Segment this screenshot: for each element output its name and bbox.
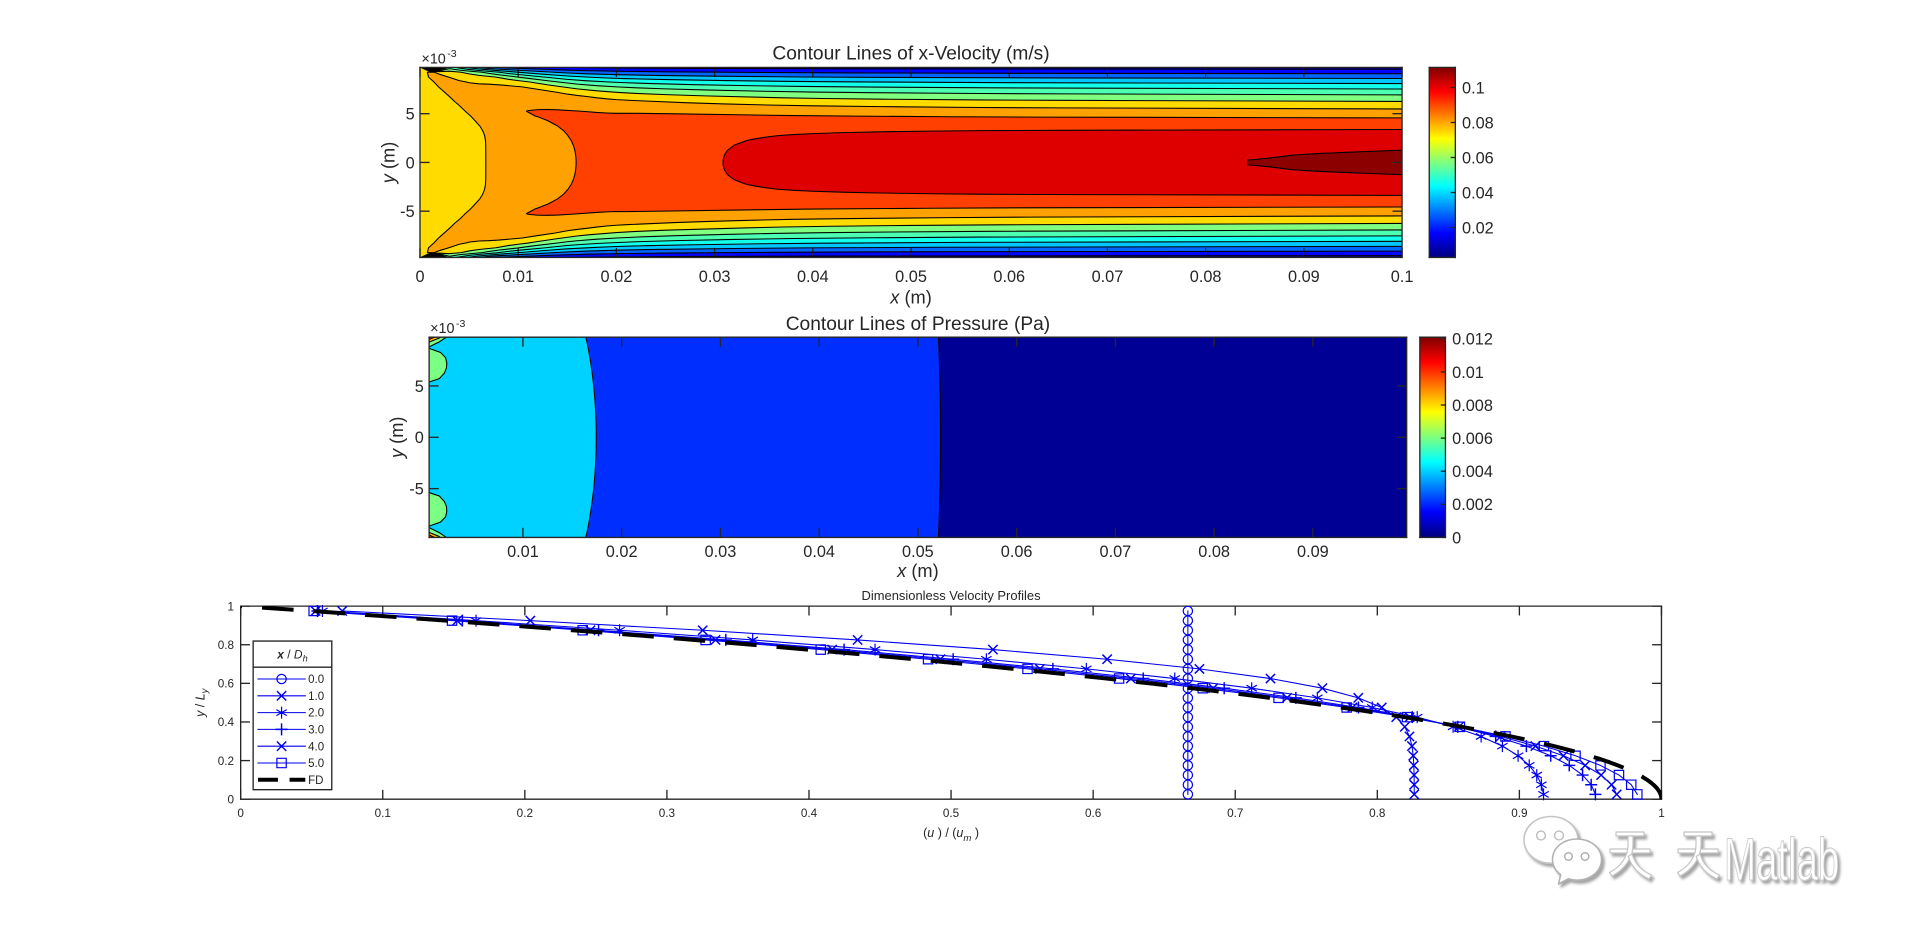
svg-text:(m): (m) bbox=[911, 560, 938, 581]
svg-text:0.06: 0.06 bbox=[1001, 543, 1033, 561]
svg-text:1.0: 1.0 bbox=[308, 691, 324, 703]
svg-text:x: x bbox=[276, 648, 285, 662]
svg-text:0.1: 0.1 bbox=[1391, 268, 1414, 286]
svg-text:0.01: 0.01 bbox=[502, 268, 534, 286]
svg-text:(m): (m) bbox=[904, 286, 931, 307]
svg-text:y: y bbox=[199, 687, 210, 694]
svg-text:h: h bbox=[303, 653, 308, 663]
svg-text:0: 0 bbox=[1452, 529, 1461, 547]
svg-text:2.0: 2.0 bbox=[308, 708, 324, 720]
svg-text:5: 5 bbox=[406, 106, 415, 124]
svg-text:-3: -3 bbox=[456, 318, 466, 330]
svg-text:) / (: ) / ( bbox=[938, 826, 958, 840]
svg-text:-5: -5 bbox=[400, 203, 415, 221]
svg-text:0: 0 bbox=[227, 793, 234, 806]
svg-text:3.0: 3.0 bbox=[308, 725, 324, 737]
svg-text:0.3: 0.3 bbox=[659, 807, 675, 820]
svg-text:5.0: 5.0 bbox=[308, 758, 324, 770]
svg-text:0.4: 0.4 bbox=[801, 807, 818, 820]
svg-text:0.004: 0.004 bbox=[1452, 463, 1493, 481]
svg-text:x: x bbox=[896, 560, 907, 581]
svg-text:0.01: 0.01 bbox=[1452, 364, 1484, 382]
svg-text:×10: ×10 bbox=[421, 51, 445, 67]
svg-text:(: ( bbox=[923, 826, 928, 840]
svg-text:0.01: 0.01 bbox=[507, 543, 539, 561]
svg-text:0.09: 0.09 bbox=[1297, 543, 1329, 561]
svg-text:-5: -5 bbox=[409, 481, 424, 499]
svg-text:Contour Lines of Pressure (Pa): Contour Lines of Pressure (Pa) bbox=[786, 314, 1050, 335]
svg-text:0.1: 0.1 bbox=[1462, 79, 1485, 97]
svg-text:0: 0 bbox=[237, 807, 244, 820]
svg-text:0.4: 0.4 bbox=[218, 716, 235, 729]
svg-text:0.0: 0.0 bbox=[308, 674, 324, 686]
svg-text:0.03: 0.03 bbox=[705, 543, 737, 561]
svg-text:1: 1 bbox=[227, 600, 234, 613]
svg-text:0.6: 0.6 bbox=[218, 678, 234, 691]
svg-text:0.006: 0.006 bbox=[1452, 430, 1493, 448]
svg-text:0.9: 0.9 bbox=[1511, 807, 1527, 820]
svg-text:x: x bbox=[889, 286, 900, 307]
svg-text:Matlab: Matlab bbox=[1724, 825, 1839, 893]
svg-text:Contour Lines of x-Velocity (m: Contour Lines of x-Velocity (m/s) bbox=[772, 44, 1049, 65]
svg-text:0.06: 0.06 bbox=[993, 268, 1025, 286]
svg-text:FD: FD bbox=[308, 775, 323, 787]
svg-text:5: 5 bbox=[415, 378, 424, 396]
svg-text:u: u bbox=[927, 826, 934, 840]
svg-text:-3: -3 bbox=[447, 48, 457, 60]
svg-text:0.5: 0.5 bbox=[943, 807, 960, 820]
svg-text:0.08: 0.08 bbox=[1198, 543, 1230, 561]
svg-text:(m): (m) bbox=[386, 417, 407, 444]
svg-text:y: y bbox=[386, 447, 407, 460]
svg-text:/: / bbox=[193, 703, 207, 707]
svg-text:D: D bbox=[294, 648, 303, 662]
svg-text:0.02: 0.02 bbox=[606, 543, 638, 561]
svg-text:0.2: 0.2 bbox=[517, 807, 533, 820]
svg-text:y: y bbox=[378, 172, 399, 185]
svg-text:0.08: 0.08 bbox=[1462, 114, 1494, 132]
svg-text:0.07: 0.07 bbox=[1100, 543, 1132, 561]
svg-text:0: 0 bbox=[415, 429, 424, 447]
svg-text:0.1: 0.1 bbox=[375, 807, 391, 820]
svg-text:0.05: 0.05 bbox=[902, 543, 934, 561]
svg-text:y: y bbox=[193, 710, 207, 718]
svg-text:0.002: 0.002 bbox=[1452, 496, 1493, 514]
svg-text:0.7: 0.7 bbox=[1227, 807, 1243, 820]
svg-text:0.03: 0.03 bbox=[699, 268, 731, 286]
svg-text:u: u bbox=[956, 826, 963, 840]
svg-text:×10: ×10 bbox=[430, 321, 454, 337]
svg-text:0.2: 0.2 bbox=[218, 755, 234, 768]
svg-text:/: / bbox=[287, 648, 291, 662]
svg-text:0.06: 0.06 bbox=[1462, 149, 1494, 167]
svg-text:Dimensionless Velocity Profile: Dimensionless Velocity Profiles bbox=[862, 588, 1041, 603]
svg-text:4.0: 4.0 bbox=[308, 741, 324, 753]
svg-text:0.07: 0.07 bbox=[1092, 268, 1124, 286]
svg-text:1: 1 bbox=[1658, 807, 1665, 820]
svg-text:0.8: 0.8 bbox=[1369, 807, 1386, 820]
svg-text:0.008: 0.008 bbox=[1452, 397, 1493, 415]
svg-text:0.02: 0.02 bbox=[1462, 219, 1494, 237]
svg-text:(m): (m) bbox=[378, 142, 399, 169]
svg-text:L: L bbox=[193, 693, 207, 700]
svg-text:0: 0 bbox=[406, 154, 415, 172]
svg-text:0.04: 0.04 bbox=[1462, 184, 1494, 202]
svg-text:0: 0 bbox=[415, 268, 424, 286]
svg-text:0.8: 0.8 bbox=[218, 639, 235, 652]
svg-text:0.6: 0.6 bbox=[1085, 807, 1101, 820]
svg-text:): ) bbox=[975, 826, 979, 840]
svg-text:0.02: 0.02 bbox=[601, 268, 633, 286]
svg-text:0.08: 0.08 bbox=[1190, 268, 1222, 286]
svg-text:0.09: 0.09 bbox=[1288, 268, 1320, 286]
svg-text:0.04: 0.04 bbox=[797, 268, 829, 286]
svg-text:0.05: 0.05 bbox=[895, 268, 927, 286]
svg-text:0.04: 0.04 bbox=[803, 543, 835, 561]
svg-text:m: m bbox=[963, 833, 971, 844]
svg-text:0.012: 0.012 bbox=[1452, 331, 1493, 349]
